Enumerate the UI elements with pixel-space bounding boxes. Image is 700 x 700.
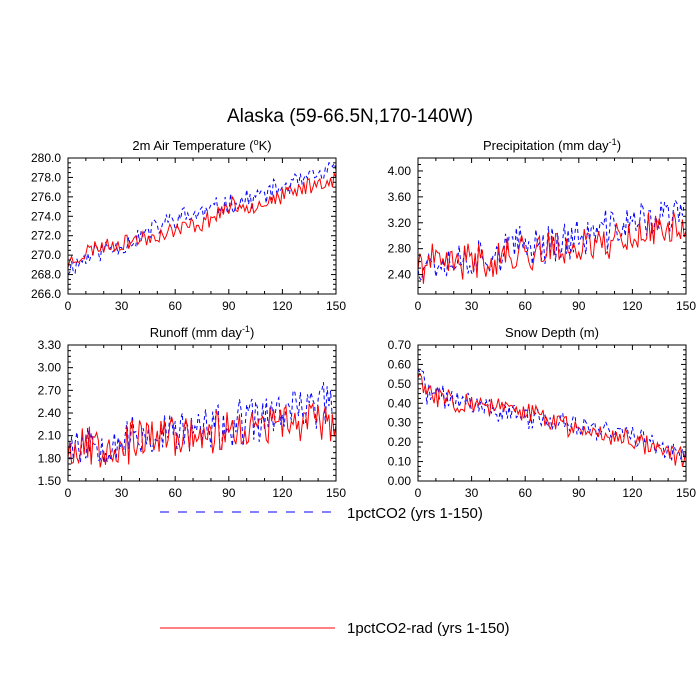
xtick-label-snow: 60 (519, 486, 533, 500)
panel-runoff: Runoff (mm day-1) 0 30 60 90 120 150 1.50 1.80 2.… (38, 324, 347, 500)
ytick-label-runoff: 2.40 (38, 406, 62, 420)
ytick-label-snow: 0.60 (388, 357, 412, 371)
xtick-label-precipitation: 120 (622, 299, 642, 313)
xtick-label-temperature: 120 (272, 299, 292, 313)
series-line-temperature-1pctco2 (68, 161, 336, 275)
xtick-label-snow: 120 (622, 486, 642, 500)
ytick-label-snow: 0.40 (388, 396, 412, 410)
panels: 2m Air Temperature (oK) 0 30 60 90 120 150 266.… (31, 137, 696, 500)
xtick-label-precipitation: 150 (676, 299, 696, 313)
xtick-label-runoff: 60 (169, 486, 183, 500)
xtick-label-runoff: 0 (65, 486, 72, 500)
xtick-label-snow: 30 (465, 486, 479, 500)
ytick-label-snow: 0.10 (388, 455, 412, 469)
ytick-label-precipitation: 2.80 (388, 242, 412, 256)
ytick-label-snow: 0.50 (388, 377, 412, 391)
ytick-label-temperature: 270.0 (31, 248, 61, 262)
ytick-label-temperature: 278.0 (31, 170, 61, 184)
series-line-precipitation-1pctco2-rad (418, 211, 686, 284)
xtick-label-snow: 0 (415, 486, 422, 500)
ytick-label-snow: 0.30 (388, 416, 412, 430)
panel-title-snow: Snow Depth (m) (505, 325, 599, 340)
xtick-label-precipitation: 0 (415, 299, 422, 313)
xtick-label-temperature: 150 (326, 299, 346, 313)
ytick-label-precipitation: 3.60 (388, 190, 412, 204)
xtick-label-temperature: 60 (169, 299, 183, 313)
ytick-label-temperature: 268.0 (31, 268, 61, 282)
xtick-label-precipitation: 30 (465, 299, 479, 313)
xtick-label-precipitation: 90 (572, 299, 586, 313)
panel-title-runoff: Runoff (mm day-1) (150, 324, 255, 340)
ytick-label-runoff: 3.30 (38, 338, 62, 352)
xtick-label-snow: 150 (676, 486, 696, 500)
ytick-label-runoff: 1.50 (38, 474, 62, 488)
series-line-runoff-1pctco2-rad (68, 402, 336, 468)
series-line-temperature-1pctco2-rad (68, 171, 336, 268)
xtick-label-runoff: 150 (326, 486, 346, 500)
series-line-snow-1pctco2-rad (418, 372, 686, 467)
plot-frame-temperature (67, 157, 337, 295)
ytick-label-temperature: 272.0 (31, 229, 61, 243)
xtick-label-runoff: 120 (272, 486, 292, 500)
panel-title-temperature: 2m Air Temperature (oK) (132, 137, 271, 153)
plot-frame-runoff (67, 344, 337, 482)
legend-label-1pctco2: 1pctCO2 (yrs 1-150) (347, 505, 483, 522)
xtick-label-temperature: 0 (65, 299, 72, 313)
panel-precipitation: Precipitation (mm day-1) 0 30 60 90 120 150 2.4… (388, 137, 697, 313)
ytick-label-precipitation: 2.40 (388, 268, 412, 282)
panel-temperature: 2m Air Temperature (oK) 0 30 60 90 120 150 266.… (31, 137, 346, 313)
ytick-label-runoff: 3.00 (38, 361, 62, 375)
ytick-label-runoff: 1.80 (38, 451, 62, 465)
xtick-label-runoff: 90 (222, 486, 236, 500)
ytick-label-temperature: 266.0 (31, 287, 61, 301)
series-line-runoff-1pctco2 (68, 382, 336, 463)
ytick-label-temperature: 274.0 (31, 209, 61, 223)
figure-title: Alaska (59-66.5N,170-140W) (227, 106, 473, 127)
xtick-label-precipitation: 60 (519, 299, 533, 313)
ytick-label-precipitation: 4.00 (388, 164, 412, 178)
plot-frame-precipitation (417, 157, 687, 295)
xtick-label-temperature: 30 (115, 299, 129, 313)
ytick-label-snow: 0.70 (388, 338, 412, 352)
series-line-snow-1pctco2 (418, 368, 686, 462)
xtick-label-snow: 90 (572, 486, 586, 500)
ytick-label-runoff: 2.10 (38, 429, 62, 443)
panel-snow: Snow Depth (m) 0 30 60 90 120 150 0.00 0.10 0.20 0… (388, 325, 697, 500)
ytick-label-temperature: 280.0 (31, 151, 61, 165)
panel-title-precipitation: Precipitation (mm day-1) (483, 137, 621, 153)
xtick-label-runoff: 30 (115, 486, 129, 500)
legend: 1pctCO2 (yrs 1-150) 1pctCO2-rad (yrs 1-1… (160, 505, 510, 637)
legend-label-1pctco2-rad: 1pctCO2-rad (yrs 1-150) (347, 620, 510, 637)
xtick-label-temperature: 90 (222, 299, 236, 313)
ytick-label-snow: 0.20 (388, 435, 412, 449)
ytick-label-precipitation: 3.20 (388, 216, 412, 230)
ytick-label-runoff: 2.70 (38, 383, 62, 397)
ytick-label-snow: 0.00 (388, 474, 412, 488)
ytick-label-temperature: 276.0 (31, 190, 61, 204)
plot-frame-snow (417, 344, 687, 482)
